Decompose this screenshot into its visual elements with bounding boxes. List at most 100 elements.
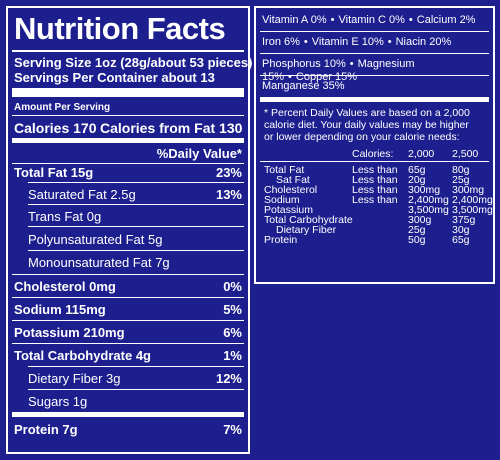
dv-table-header-2500: 2,500 [452,148,479,160]
nutrient-dv: 0% [223,279,242,294]
nutrient-label: Dietary Fiber 3g [28,371,121,386]
vitamin-row: Vitamin A 0% • Vitamin C 0% • Calcium 2% [262,14,476,26]
nutrient-dv: 7% [223,422,242,437]
dv-nutrient: Protein [264,234,298,246]
dv-2000: 50g [408,234,426,246]
nutrient-row-potassium: Potassium 210mg 6% [14,326,242,340]
vitamin-item: Iron 6% [262,36,300,48]
nutrient-dv: 13% [215,187,242,202]
nutrient-row-polyunsaturated-fat: Polyunsaturated Fat 5g [28,233,242,247]
nutrient-dv: 5% [223,302,242,317]
nutrient-dv: 12% [215,371,242,386]
nutrient-label: Cholesterol 0mg [14,279,116,294]
dv-nutrient: Potassium [264,204,314,216]
medium-divider [260,97,489,102]
divider [28,226,244,227]
nutrient-label: Saturated Fat 2.5g [28,187,136,202]
divider [12,115,244,116]
vitamin-row: Phosphorus 10% • Magnesium 15% • Copper 15% [262,58,415,83]
dv-qualifier: Less than [352,194,398,206]
divider [12,297,244,298]
nutrient-label: Protein 7g [14,422,78,437]
nutrient-label: Sugars 1g [28,394,88,409]
dv-2000: 300mg [408,184,441,196]
dv-2000: 25g [408,224,426,236]
nutrient-row-sodium: Sodium 115mg 5% [14,303,242,317]
nutrient-label: Monounsaturated Fat 7g [28,255,170,270]
nutrient-label: Polyunsaturated Fat 5g [28,232,163,247]
nutrient-label: Total Carbohydrate 4g [14,348,152,363]
dv-2500: 375g [452,214,476,226]
dv-table-header-2000: 2,000 [408,148,435,160]
dv-table-header-calories: Calories: [352,148,394,160]
dv-2500: 3,500mg [452,204,493,216]
nutrient-row-dietary-fiber: Dietary Fiber 3g 12% [28,372,242,386]
divider [12,320,244,321]
vitamins-panel: Vitamin A 0% • Vitamin C 0% • Calcium 2% Iro… [254,6,495,284]
nutrient-row-saturated-fat: Saturated Fat 2.5g 13% [28,188,242,202]
nutrient-row-cholesterol: Cholesterol 0mg 0% [14,280,242,294]
daily-value-header: %Daily Value* [156,146,242,161]
divider [28,250,244,251]
thick-divider [12,88,244,97]
dv-2000: 3,500mg [408,204,449,216]
divider [12,343,244,344]
dv-nutrient: Sat Fat [276,174,310,186]
vitamin-item: Manganese 35% [262,80,345,92]
dv-2500: 2,400mg [452,194,493,206]
dv-2500: 65g [452,234,470,246]
vitamin-item: Magnesium 15% [262,58,415,83]
calories: Calories 170 [14,120,97,136]
dv-nutrient: Total Fat [264,164,305,176]
amount-per-serving: Amount Per Serving [14,102,111,113]
divider [260,31,489,32]
vitamin-item: Vitamin C 0% [338,14,405,26]
medium-divider [12,138,244,143]
nutrient-row-total-fat: Total Fat 15g 23% [14,166,242,180]
dv-2000: 300g [408,214,432,226]
dv-2000: 65g [408,164,426,176]
servings-per-container: Servings Per Container about 13 [14,70,215,85]
vitamin-item: Niacin 20% [395,36,452,48]
medium-divider [12,412,244,417]
divider [260,161,489,162]
vitamin-row: Manganese 35% [262,80,487,93]
calories-from-fat: Calories from Fat 130 [100,120,243,136]
divider [12,274,244,275]
dv-qualifier: Less than [352,164,398,176]
divider [12,163,244,164]
dv-qualifier: Less than [352,184,398,196]
dv-nutrient: Total Carbohydrate [264,214,353,226]
nutrient-label: Sodium 115mg [14,302,106,317]
dv-nutrient: Cholesterol [264,184,318,196]
nutrient-label: Total Fat 15g [14,165,94,180]
dv-2500: 30g [452,224,470,236]
nutrient-dv: 1% [223,348,242,363]
dv-2500: 25g [452,174,470,186]
nutrient-row-sugars: Sugars 1g [28,395,242,409]
dv-2500: 300mg [452,184,485,196]
divider [28,204,244,205]
nutrient-row-trans-fat: Trans Fat 0g [28,210,242,224]
vitamin-item: Vitamin E 10% [311,36,384,48]
serving-size: Serving Size 1oz (28g/about 53 pieces) [14,55,253,70]
nutrient-row-monounsaturated-fat: Monounsaturated Fat 7g [28,256,242,270]
divider [260,53,489,54]
footnote-line: calorie diet. Your daily values may be h… [264,119,469,131]
nutrient-row-total-carbohydrate: Total Carbohydrate 4g 1% [14,349,242,363]
vitamin-item: Vitamin A 0% [262,14,327,26]
nutrient-label: Potassium 210mg [14,325,125,340]
divider [28,182,244,183]
nutrient-row-protein: Protein 7g 7% [14,423,242,437]
nutrient-dv: 23% [215,165,242,180]
dv-2000: 2,400mg [408,194,449,206]
dv-nutrient: Dietary Fiber [276,224,337,236]
dv-qualifier: Less than [352,174,398,186]
divider [12,50,244,52]
dv-2500: 80g [452,164,470,176]
panel-title: Nutrition Facts [14,11,226,46]
vitamin-item: Copper 15% [295,71,358,83]
nutrient-dv: 6% [223,325,242,340]
dv-2000: 20g [408,174,426,186]
nutrient-label: Trans Fat 0g [28,209,102,224]
